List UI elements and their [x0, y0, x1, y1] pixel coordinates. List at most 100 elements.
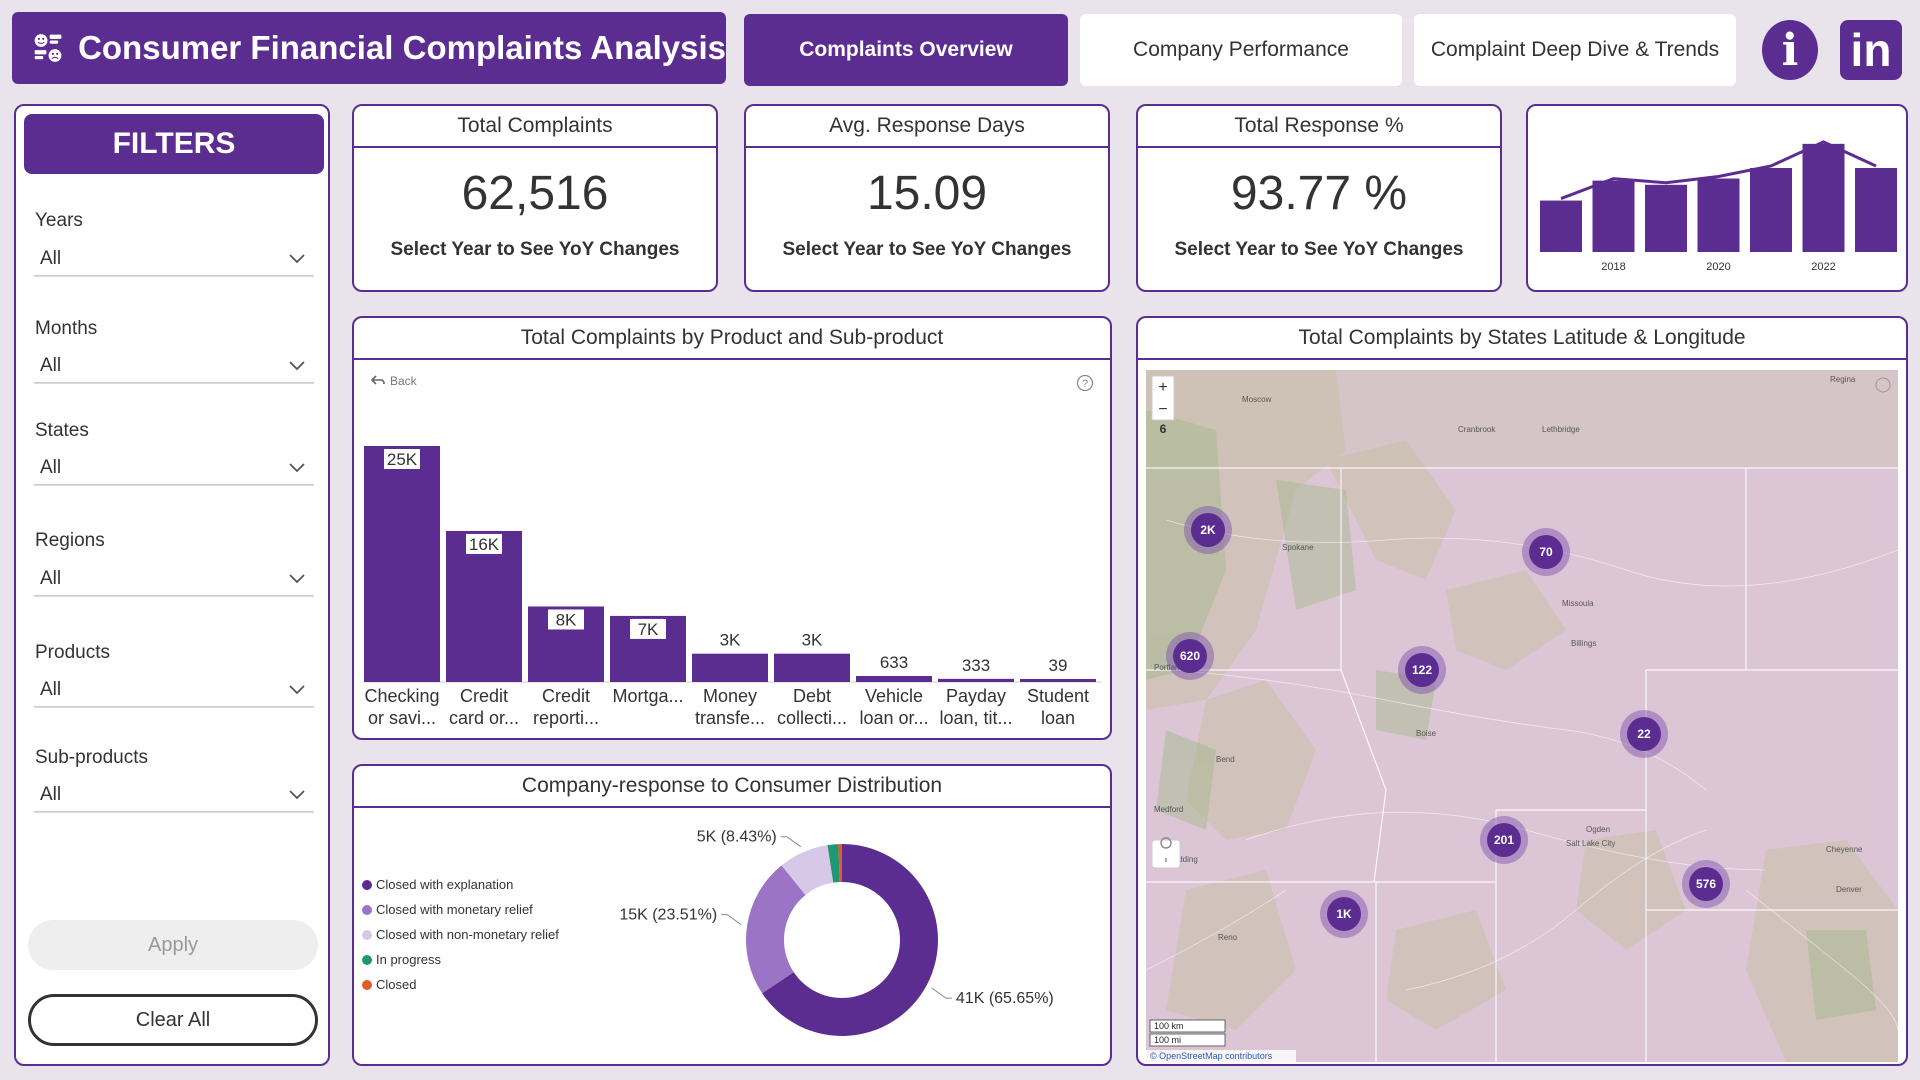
filter-label-regions: Regions	[35, 530, 105, 551]
map-place-label: Reno	[1218, 933, 1238, 942]
zoom-out-button[interactable]: −	[1158, 401, 1167, 418]
cluster-core	[1487, 823, 1521, 857]
map-cluster[interactable]: 1K	[1320, 890, 1368, 938]
cluster-core	[1627, 717, 1661, 751]
back-button[interactable]: Back	[370, 374, 417, 388]
states-value: All	[40, 456, 62, 478]
product-bar[interactable]	[446, 530, 522, 682]
legend-swatch	[362, 879, 372, 890]
sub-products-dropdown[interactable]: All	[34, 778, 314, 812]
leader-line	[780, 836, 802, 848]
cluster-label: 201	[1494, 833, 1514, 847]
legend-item[interactable]: Closed with explanation	[362, 872, 559, 897]
donut-slice[interactable]	[781, 845, 834, 895]
product-bar[interactable]	[938, 678, 1014, 682]
category-tick-label: Debt	[793, 686, 831, 706]
product-chart-title: Total Complaints by Product and Sub-prod…	[354, 318, 1110, 360]
product-bar[interactable]	[774, 653, 850, 682]
donut-data-label: 41K (65.65%)	[956, 990, 1054, 1007]
map-cluster[interactable]: 70	[1522, 528, 1570, 576]
products-dropdown[interactable]: All	[34, 673, 314, 707]
cluster-core	[1327, 897, 1361, 931]
kpi-value: 93.77 %	[1230, 167, 1408, 220]
regions-dropdown[interactable]: All	[34, 562, 314, 596]
map-cluster[interactable]: 2K	[1184, 506, 1232, 554]
states-map[interactable]: Moscow Spokane Missoula Boise Salt Lake City…	[1146, 370, 1898, 1062]
map-place-label: Missoula	[1562, 599, 1594, 608]
map-place-label: Redding	[1168, 855, 1198, 864]
tab-complaint-deep-dive[interactable]: Complaint Deep Dive & Trends	[1414, 14, 1736, 86]
map-place-label: Spokane	[1282, 543, 1314, 552]
states-dropdown[interactable]: All	[34, 451, 314, 485]
map-cluster[interactable]: 620	[1166, 632, 1214, 680]
donut-slice[interactable]	[746, 865, 806, 994]
tab-complaints-overview[interactable]: Complaints Overview	[744, 14, 1068, 86]
kpi-value: 15.09	[866, 167, 988, 220]
scale-km-label: 100 km	[1154, 1021, 1184, 1031]
product-bar[interactable]	[364, 446, 440, 682]
trend-bar	[1592, 180, 1635, 252]
filters-title: FILTERS	[24, 114, 324, 174]
help-icon[interactable]: ?	[1076, 374, 1094, 392]
donut-slice[interactable]	[838, 844, 842, 883]
category-tick-label: Payday	[946, 686, 1006, 706]
map-place-label: Portland	[1154, 663, 1184, 672]
donut-slice[interactable]	[827, 844, 840, 883]
product-bar[interactable]	[1020, 679, 1096, 682]
donut-slice[interactable]	[762, 844, 938, 1036]
cluster-core	[1173, 639, 1207, 673]
linkedin-button[interactable]: in	[1840, 20, 1902, 80]
tab-company-performance[interactable]: Company Performance	[1080, 14, 1402, 86]
trend-bar	[1645, 184, 1687, 252]
clear-all-button[interactable]: Clear All	[28, 994, 318, 1046]
map-attribution[interactable]: © OpenStreetMap contributors	[1150, 1051, 1273, 1061]
chevron-down-icon	[289, 361, 305, 371]
cluster-label: 122	[1412, 663, 1432, 677]
map-place-label: Cranbrook	[1458, 425, 1496, 434]
trend-tick-label: 2020	[1706, 261, 1730, 273]
months-dropdown[interactable]: All	[34, 349, 314, 383]
category-tick-label: Money	[703, 686, 757, 706]
map-cluster[interactable]: 201	[1480, 816, 1528, 864]
chevron-down-icon	[289, 790, 305, 800]
legend-item[interactable]: Closed with non-monetary relief	[362, 922, 559, 947]
chevron-down-icon	[289, 254, 305, 264]
map-terrain	[1146, 370, 1898, 1062]
months-value: All	[40, 354, 62, 376]
kpi-title: Total Response %	[1138, 106, 1500, 148]
scale-bar-mi	[1149, 1033, 1226, 1047]
product-bar[interactable]	[856, 676, 932, 682]
trend-bar	[1697, 178, 1740, 252]
years-dropdown[interactable]: All	[34, 242, 314, 276]
bar-data-label: 8K	[556, 610, 577, 629]
map-place-label: Medford	[1154, 805, 1183, 814]
back-label: Back	[390, 374, 417, 388]
kpi-title: Total Complaints	[354, 106, 716, 148]
map-cluster[interactable]: 122	[1398, 646, 1446, 694]
info-button[interactable]: i	[1762, 20, 1818, 80]
response-chart-title: Company-response to Consumer Distributio…	[354, 766, 1110, 808]
kpi-total-complaints: Total Complaints 62,516 Select Year to S…	[352, 104, 718, 292]
apply-button[interactable]: Apply	[28, 920, 318, 970]
trend-bar	[1855, 168, 1897, 252]
bar-label-bg	[548, 609, 584, 630]
map-cluster[interactable]: 22	[1620, 710, 1668, 758]
category-tick-label: Checking	[364, 686, 439, 706]
legend-item[interactable]: In progress	[362, 947, 559, 972]
filter-label-states: States	[35, 420, 89, 441]
bar-data-label: 16K	[469, 535, 500, 554]
kpi-subtitle: Select Year to See YoY Changes	[782, 239, 1072, 260]
zoom-in-button[interactable]: +	[1158, 379, 1167, 396]
chevron-down-icon	[289, 574, 305, 584]
regions-value: All	[40, 567, 62, 589]
map-pin-button[interactable]	[1151, 839, 1181, 869]
map-cluster[interactable]: 576	[1682, 860, 1730, 908]
legend-item[interactable]: Closed with monetary relief	[362, 897, 559, 922]
map-place-label: Ogden	[1586, 825, 1610, 834]
category-tick-label: loan	[1041, 708, 1075, 728]
map-help-icon[interactable]	[1875, 377, 1891, 393]
product-bar[interactable]	[692, 653, 768, 682]
legend-item[interactable]: Closed	[362, 972, 559, 997]
map-panel: Total Complaints by States Latitude & Lo…	[1136, 316, 1908, 1066]
bar-data-label: 3K	[802, 631, 823, 650]
